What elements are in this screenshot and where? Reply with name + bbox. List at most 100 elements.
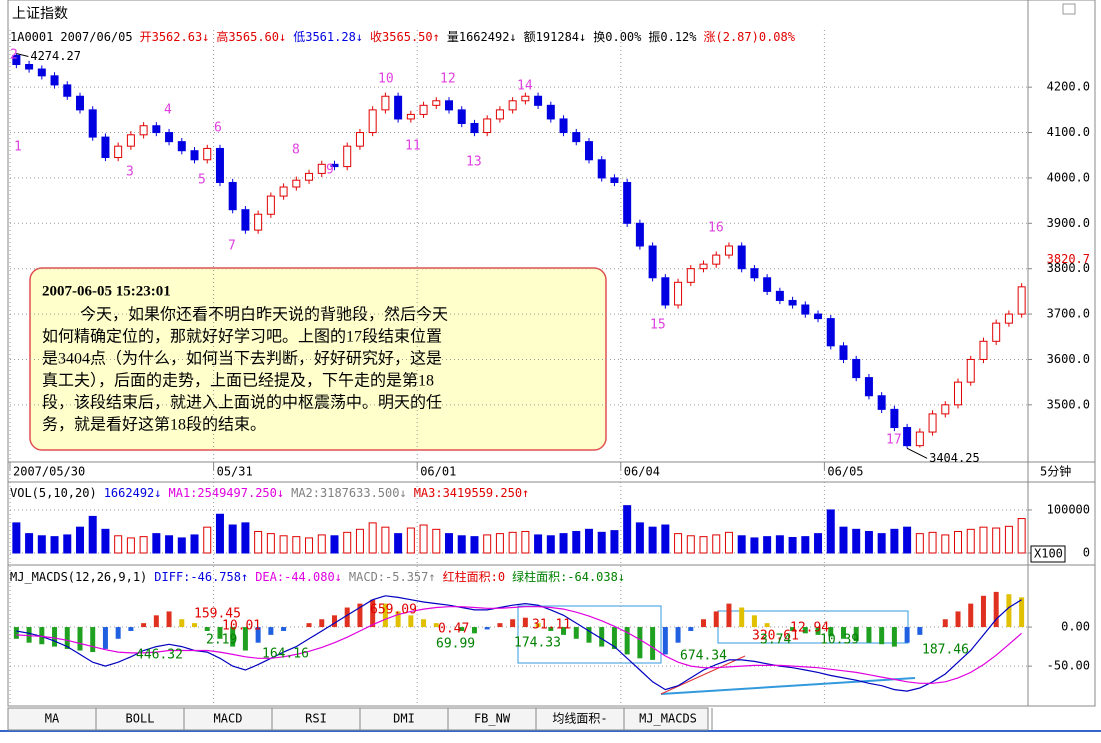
segment-label: 12 xyxy=(440,72,456,87)
candle-body xyxy=(775,290,784,301)
candle-body xyxy=(737,245,746,270)
header-item: 涨(2.87)0.08% xyxy=(704,29,796,44)
tab[interactable]: RSI xyxy=(305,712,327,726)
tab-bar: MA BOLL MACD RSI DMI FB_NW 均线面积- MJ_MACDS xyxy=(7,707,713,731)
candle-body xyxy=(343,145,352,168)
candle-body xyxy=(495,109,504,120)
candle-body xyxy=(75,95,84,111)
volume-bar xyxy=(215,513,224,554)
tab[interactable]: FB_NW xyxy=(474,712,511,726)
window-icon[interactable] xyxy=(1062,3,1076,15)
area-label: 10.39 xyxy=(820,633,859,648)
y-tick-label: 3800.0 xyxy=(1047,261,1090,275)
tab[interactable]: MA xyxy=(45,712,60,726)
macd-bar xyxy=(955,611,961,628)
volume-header: VOL(5,10,20) 1662492↓ MA1:2549497.250↓ MA2:… xyxy=(10,486,529,500)
candle-body xyxy=(699,263,708,270)
volume-bar xyxy=(126,537,135,554)
macd-bar xyxy=(141,623,147,628)
candle-body xyxy=(381,95,390,111)
candle-body xyxy=(915,431,924,447)
macd-bar xyxy=(675,627,681,643)
segment-label: 5 xyxy=(198,173,206,188)
tab[interactable]: MJ_MACDS xyxy=(639,712,697,726)
candle-body xyxy=(584,141,593,161)
volume-bar xyxy=(292,536,301,554)
macd-bar xyxy=(662,627,668,655)
volume-bar xyxy=(610,530,619,554)
candle-body xyxy=(610,177,619,183)
area-label: 2.19 xyxy=(206,633,237,648)
area-label: 674.34 xyxy=(680,649,727,664)
y-tick-label: 4100.0 xyxy=(1047,125,1090,139)
macd-bar xyxy=(281,627,287,631)
macd-bar xyxy=(344,607,350,628)
area-label: 31.11 xyxy=(532,618,571,633)
candle-body xyxy=(508,100,517,111)
macd-bar xyxy=(611,627,617,649)
macd-bar xyxy=(115,627,121,639)
header-item: 2007/06/05 xyxy=(60,30,132,44)
macd-bar xyxy=(268,627,274,635)
macd-bar xyxy=(726,603,732,628)
candle-body xyxy=(877,395,886,410)
candle-body xyxy=(635,222,644,247)
macd-bar xyxy=(77,627,83,651)
segment-label: 17 xyxy=(886,433,902,448)
segment-label: 11 xyxy=(405,139,421,154)
candle-body xyxy=(63,84,72,97)
candle-body xyxy=(101,136,110,159)
macd-bar xyxy=(522,617,528,628)
tab[interactable]: DMI xyxy=(393,712,415,726)
volume-bar xyxy=(419,524,428,554)
candle-body xyxy=(177,141,186,152)
price-marker: 3820.7 xyxy=(1047,252,1090,266)
macd-bar xyxy=(815,627,821,635)
header-item: 额191284↓ xyxy=(524,30,587,44)
header-item: 红柱面积:0 xyxy=(443,569,505,584)
volume-bar xyxy=(254,530,263,554)
candle-body xyxy=(432,100,441,106)
candle-body xyxy=(165,132,174,143)
candle-body xyxy=(1004,313,1013,324)
frame xyxy=(7,0,1096,707)
candle-body xyxy=(852,358,861,379)
macd-bar xyxy=(980,595,986,628)
candle-body xyxy=(686,268,695,283)
candle-body xyxy=(801,304,810,315)
note-body: 今天，如果你还看不明白昨天说的背驰段，然后今天如何精确定位的，那就好好学习吧。上… xyxy=(42,306,448,434)
macd-bar xyxy=(713,611,719,628)
candle-body xyxy=(546,104,555,120)
header-item: MJ_MACDS(12,26,9,1) xyxy=(10,570,147,584)
x-tick-label: 05/31 xyxy=(217,465,253,479)
macd-bar xyxy=(599,627,605,647)
candle-body xyxy=(126,134,135,147)
macd-bar xyxy=(166,611,172,628)
tab[interactable]: 均线面积- xyxy=(552,712,607,726)
candle-body xyxy=(228,181,237,211)
candle-body xyxy=(254,213,263,231)
volume-bar xyxy=(546,535,555,554)
volume-bar xyxy=(330,535,339,554)
macd-bar xyxy=(408,615,414,628)
macd-bar xyxy=(751,615,757,628)
macd-bar xyxy=(230,627,236,647)
tab[interactable]: BOLL xyxy=(126,712,155,726)
macd-bar xyxy=(535,623,541,628)
candle-body xyxy=(521,95,530,102)
volume-bar xyxy=(75,526,84,554)
volume-bar xyxy=(355,528,364,554)
area-label: 12.94 xyxy=(790,621,829,636)
macd-bar xyxy=(853,627,859,642)
volume-bar xyxy=(597,531,606,554)
tab[interactable]: MACD xyxy=(214,712,243,726)
volume-bar xyxy=(903,526,912,554)
candle-body xyxy=(534,95,543,106)
volume-bar xyxy=(279,535,288,554)
macd-bar xyxy=(242,627,248,651)
y-tick-label: 4000.0 xyxy=(1047,170,1090,184)
macd-bar xyxy=(1006,594,1012,628)
max-leader xyxy=(16,52,29,57)
volume-bar xyxy=(394,533,403,554)
